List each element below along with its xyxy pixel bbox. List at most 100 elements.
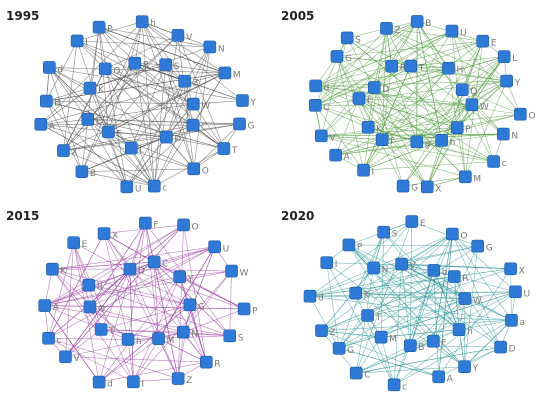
node-label: Q [98, 304, 105, 314]
node-label: c [402, 382, 407, 392]
edge [65, 242, 74, 357]
node-label: S [355, 35, 361, 45]
node-label: A [344, 153, 351, 163]
node-label: W [201, 102, 210, 112]
edge [40, 124, 193, 126]
node [81, 113, 95, 126]
node [471, 239, 484, 253]
node [361, 121, 375, 134]
edge [321, 87, 375, 137]
edge [321, 135, 466, 178]
edge [426, 140, 442, 187]
edge [391, 65, 449, 69]
edge [76, 40, 225, 149]
edge [49, 67, 243, 101]
edge [63, 72, 226, 151]
node [177, 218, 190, 232]
node [147, 255, 161, 269]
edge [131, 80, 185, 149]
edge [401, 245, 478, 265]
edge [401, 263, 511, 270]
node [208, 240, 221, 254]
node-label: A [447, 374, 454, 384]
edge [63, 150, 155, 187]
edge [193, 46, 211, 169]
edge [367, 56, 505, 128]
edge [315, 30, 453, 87]
edge [386, 28, 483, 42]
node [349, 366, 363, 380]
edge [453, 276, 460, 330]
edge [433, 270, 460, 330]
node [178, 74, 191, 88]
node [404, 59, 418, 73]
edge [141, 21, 155, 187]
edge [153, 261, 184, 333]
panel-title: 2015 [6, 209, 39, 223]
node-label: h [450, 138, 456, 148]
node [514, 107, 527, 121]
edge [46, 100, 83, 172]
node-label: Y [472, 364, 479, 374]
edge [141, 21, 185, 82]
node-label: B [90, 169, 96, 179]
edge [81, 171, 155, 187]
node-label: Y [514, 79, 521, 89]
node-label: E [420, 219, 426, 229]
edge [98, 304, 191, 383]
edge [48, 246, 215, 339]
node [367, 261, 380, 275]
edge [158, 338, 179, 379]
edge [438, 233, 453, 377]
edge [451, 30, 507, 82]
node-label: K [60, 267, 67, 277]
edge [177, 35, 225, 149]
edge [89, 46, 210, 89]
node-label: D [138, 267, 145, 277]
edge [391, 21, 418, 67]
node-label: N [191, 330, 198, 340]
edge [153, 261, 245, 310]
edge [416, 21, 494, 162]
edge [326, 262, 511, 270]
edge [309, 296, 340, 349]
edge [44, 276, 180, 306]
edge [401, 263, 466, 299]
node-label: L [512, 54, 517, 64]
edge [338, 263, 402, 349]
edge [87, 35, 179, 120]
edge [40, 87, 91, 125]
node-label: D [174, 135, 181, 145]
edge [433, 298, 466, 342]
edge [410, 65, 458, 128]
node-label: L [139, 146, 144, 156]
edge [179, 276, 245, 310]
edge [363, 161, 494, 171]
edge [347, 37, 411, 67]
edge [356, 346, 501, 374]
edge [103, 233, 180, 278]
edge [426, 104, 473, 188]
edge [336, 56, 364, 171]
edge [126, 103, 194, 187]
edge [386, 28, 507, 82]
node-label: F [367, 96, 372, 106]
edge [126, 81, 185, 187]
edge [462, 56, 505, 90]
node [70, 34, 84, 48]
edge [336, 21, 418, 57]
node-label: M [167, 336, 175, 346]
edge [410, 65, 507, 82]
edge [336, 56, 458, 128]
edge [402, 89, 463, 187]
node [395, 257, 408, 271]
edge [462, 80, 507, 90]
edge [183, 224, 207, 363]
edge [315, 40, 483, 87]
edge [315, 67, 449, 87]
edge [40, 124, 194, 170]
edge [98, 26, 226, 74]
node [494, 340, 507, 354]
edge [89, 306, 184, 333]
node [340, 31, 354, 45]
